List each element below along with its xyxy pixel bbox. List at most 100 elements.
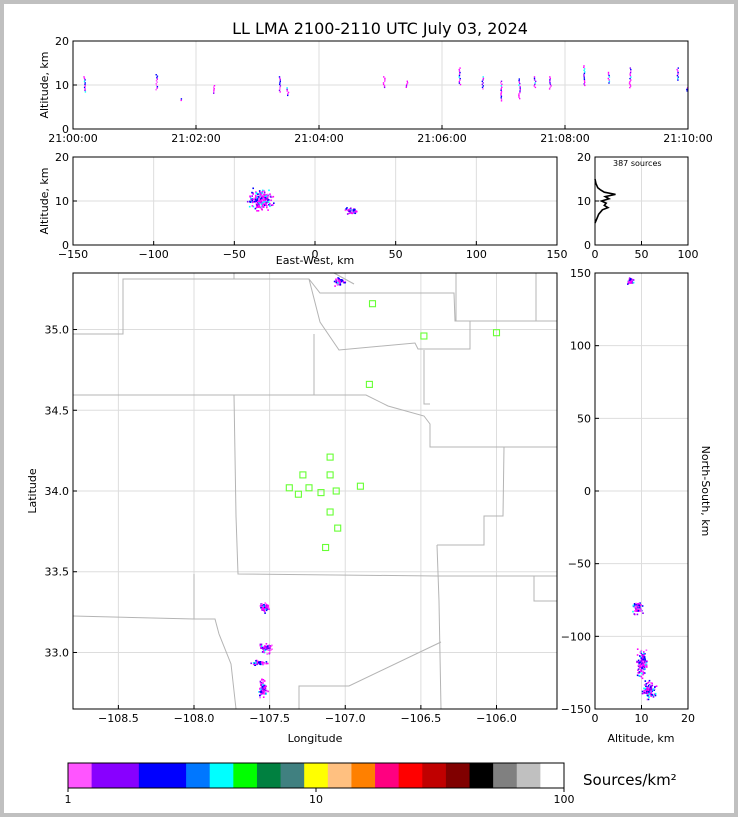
altitude-eastwest-source: [254, 207, 257, 210]
plan-view-source: [267, 604, 269, 607]
altitude-time-source: [156, 78, 158, 80]
northsouth-ylabel: North-South, km: [699, 446, 712, 537]
plan-view-source: [266, 608, 269, 610]
northsouth-source: [640, 660, 642, 662]
station-marker: [326, 471, 334, 479]
altitude-eastwest-cluster: [262, 193, 269, 202]
plan-view-source: [338, 279, 341, 281]
altitude-time-source: [406, 82, 409, 84]
northsouth-source: [643, 668, 646, 670]
colorbar-swatch: [351, 763, 376, 788]
altitude-eastwest-ytick-label: 20: [55, 151, 69, 164]
northsouth-source: [638, 674, 641, 677]
northsouth-source: [640, 657, 643, 660]
plan-view-ytick-label: 34.5: [45, 404, 70, 417]
northsouth-xtick-label: 10: [635, 712, 649, 725]
colorbar-swatch: [209, 763, 234, 788]
altitude-time-source: [287, 93, 289, 95]
northsouth-source: [640, 665, 642, 667]
altitude-eastwest-source: [266, 196, 268, 199]
northsouth-source: [650, 687, 653, 689]
colorbar-swatch: [280, 763, 305, 788]
altitude-eastwest-source: [261, 205, 263, 208]
altitude-eastwest-source: [251, 195, 253, 197]
altitude-time-source: [155, 84, 158, 86]
altitude-eastwest-source: [258, 204, 260, 207]
altitude-time-source: [518, 96, 520, 98]
plan-view-source: [260, 690, 262, 693]
altitude-time-source: [519, 90, 521, 92]
northsouth-source: [632, 279, 635, 281]
altitude-eastwest-source: [258, 206, 261, 208]
northsouth-source: [644, 665, 646, 667]
plan-view-source: [266, 607, 269, 609]
altitude-eastwest-xtick-label: 50: [389, 248, 403, 261]
northsouth-source: [638, 608, 640, 610]
altitude-time-source: [279, 83, 281, 86]
altitude-time-source: [405, 85, 408, 87]
altitude-eastwest-source: [263, 206, 265, 208]
plan-view-source: [260, 661, 263, 664]
altitude-eastwest-source: [255, 196, 257, 198]
plan-view-source: [262, 692, 265, 695]
northsouth-source: [645, 649, 648, 651]
altitude-time-source: [519, 97, 521, 100]
northsouth-source: [636, 674, 639, 677]
northsouth-source: [637, 664, 640, 666]
plan-view-xlabel: Longitude: [288, 732, 343, 745]
altitude-eastwest-source: [267, 195, 269, 198]
altitude-time-source: [278, 76, 281, 78]
altitude-time-source: [584, 71, 586, 73]
plan-view-source: [260, 688, 262, 691]
northsouth-source: [650, 685, 652, 687]
altitude-time-source: [384, 77, 386, 80]
altitude-eastwest-cluster: [344, 207, 358, 215]
altitude-time-source: [533, 79, 536, 81]
northsouth-source: [642, 673, 644, 676]
northsouth-source: [629, 278, 632, 280]
altitude-eastwest-source: [250, 197, 252, 200]
altitude-eastwest-source: [259, 194, 262, 196]
plan-view-source: [339, 283, 342, 286]
altitude-eastwest-source: [262, 195, 264, 198]
altitude-time-source: [383, 86, 386, 89]
altitude-eastwest-source: [251, 200, 254, 202]
plan-view-source: [335, 278, 337, 281]
northsouth-source: [643, 656, 646, 658]
plan-view-source: [263, 605, 265, 608]
plan-view-source: [339, 282, 341, 284]
altitude-time-source: [180, 98, 183, 100]
plan-view-source: [259, 644, 262, 647]
plan-view-source: [259, 680, 262, 683]
northsouth-source: [640, 652, 642, 654]
plan-view-source: [261, 679, 263, 681]
station-marker: [299, 471, 307, 479]
altitude-time-source: [518, 81, 520, 83]
altitude-eastwest-source: [261, 194, 263, 196]
altitude-time-source: [549, 76, 551, 78]
altitude-time-source: [608, 82, 610, 84]
northsouth-source: [640, 607, 642, 610]
plan-view-xtick-label: −107.0: [325, 712, 366, 725]
altitude-time-source: [518, 79, 520, 82]
altitude-eastwest-source: [255, 197, 257, 199]
northsouth-source: [651, 682, 653, 685]
plan-view-source: [339, 280, 341, 282]
altitude-eastwest-source: [256, 210, 258, 212]
altitude-time-cluster: [180, 98, 183, 102]
northsouth-source: [644, 690, 647, 692]
altitude-time-source: [677, 79, 679, 81]
altitude-time-source: [534, 86, 537, 89]
plan-view-source: [250, 662, 252, 665]
northsouth-ytick-label: 150: [570, 267, 591, 280]
altitude-time-source: [583, 78, 586, 81]
altitude-time-source: [583, 75, 585, 78]
altitude-eastwest-xtick-label: 150: [547, 248, 568, 261]
plan-view-cluster: [259, 643, 273, 655]
altitude-eastwest-xlabel: East-West, km: [276, 254, 354, 267]
northsouth-source: [651, 690, 654, 692]
northsouth-source: [641, 690, 644, 693]
altitude-eastwest-xtick-label: 0: [312, 248, 319, 261]
altitude-eastwest-source: [259, 206, 262, 209]
plan-view-source: [263, 690, 265, 693]
